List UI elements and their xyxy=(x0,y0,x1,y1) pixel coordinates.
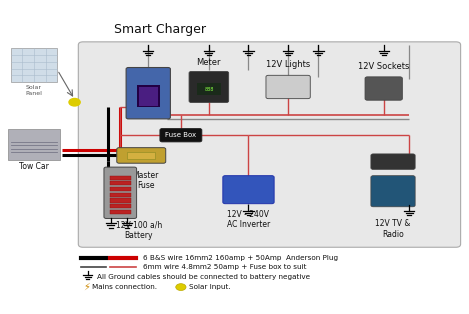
Text: Solar
Panel: Solar Panel xyxy=(26,85,43,96)
FancyBboxPatch shape xyxy=(266,75,310,99)
Text: Master
Fuse: Master Fuse xyxy=(133,171,159,190)
Circle shape xyxy=(176,284,186,290)
Bar xyxy=(197,83,220,95)
Bar xyxy=(110,181,130,186)
Text: 12V Sockets: 12V Sockets xyxy=(358,62,409,71)
Bar xyxy=(110,187,130,191)
Text: Tow Car: Tow Car xyxy=(19,162,49,171)
FancyBboxPatch shape xyxy=(371,176,415,207)
Text: ⚡: ⚡ xyxy=(83,282,90,292)
Bar xyxy=(110,198,130,203)
Bar xyxy=(139,87,158,106)
Text: 6 B&S wire 16mm2 160amp + 50Amp  Anderson Plug: 6 B&S wire 16mm2 160amp + 50Amp Anderson… xyxy=(143,255,338,261)
Bar xyxy=(110,176,130,180)
FancyBboxPatch shape xyxy=(104,167,136,219)
FancyBboxPatch shape xyxy=(117,148,166,163)
Text: 888: 888 xyxy=(204,87,213,92)
Text: Fuse Box: Fuse Box xyxy=(165,132,197,138)
Bar xyxy=(110,204,130,208)
FancyBboxPatch shape xyxy=(223,176,274,204)
FancyBboxPatch shape xyxy=(160,128,202,142)
FancyBboxPatch shape xyxy=(189,71,229,103)
Text: 12V Lights: 12V Lights xyxy=(266,60,310,69)
Text: 6mm wire 4.8mm2 50amp + Fuse box to suit: 6mm wire 4.8mm2 50amp + Fuse box to suit xyxy=(143,264,306,270)
Bar xyxy=(110,210,130,214)
FancyBboxPatch shape xyxy=(78,42,461,247)
Text: 12V - 240V
AC Inverter: 12V - 240V AC Inverter xyxy=(227,210,270,229)
Bar xyxy=(127,152,155,159)
Text: Meter: Meter xyxy=(197,58,221,67)
Text: Mains connection.: Mains connection. xyxy=(92,284,157,290)
Bar xyxy=(136,85,160,107)
Bar xyxy=(11,48,57,82)
Text: 12V 100 a/h
Battery: 12V 100 a/h Battery xyxy=(116,221,162,240)
Text: All Ground cables should be connected to battery negative: All Ground cables should be connected to… xyxy=(97,274,310,280)
Circle shape xyxy=(69,99,80,106)
FancyBboxPatch shape xyxy=(365,77,402,100)
Text: 12V TV &
Radio: 12V TV & Radio xyxy=(375,219,411,239)
FancyBboxPatch shape xyxy=(126,68,170,119)
Text: Solar Input.: Solar Input. xyxy=(189,284,230,290)
FancyBboxPatch shape xyxy=(371,154,415,170)
Bar xyxy=(110,193,130,197)
Bar xyxy=(8,129,60,160)
Text: Smart Charger: Smart Charger xyxy=(114,23,206,35)
